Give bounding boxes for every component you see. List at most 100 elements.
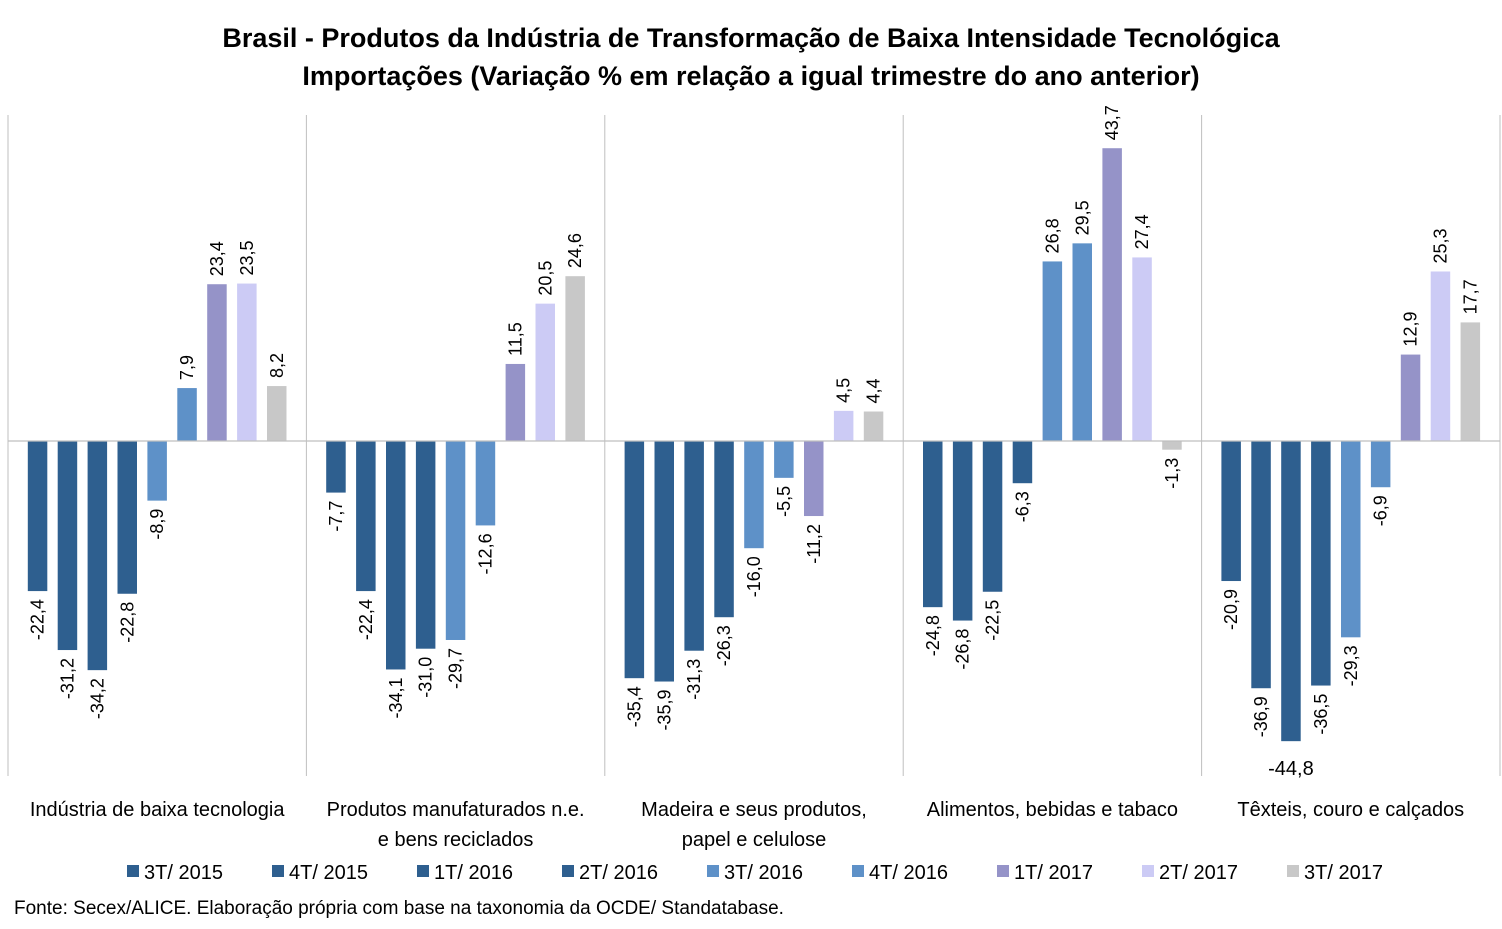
data-label: -22,4: [356, 599, 376, 640]
legend-label: 2T/ 2016: [579, 862, 658, 884]
chart-title: Brasil - Produtos da Indústria de Transf…: [222, 23, 1280, 53]
data-label: -20,9: [1221, 589, 1241, 630]
data-label: -29,7: [446, 648, 466, 689]
bar: [1072, 243, 1092, 441]
category-labels-layer: Indústria de baixa tecnologia Produtos ma…: [30, 799, 1464, 851]
legend: 3T/ 2015 4T/ 2015 1T/ 2016 2T/ 2016 3T/ 2016…: [127, 862, 1383, 884]
legend-swatch: [997, 865, 1009, 877]
data-label: 43,7: [1102, 105, 1122, 140]
bar: [1012, 441, 1033, 484]
data-label: -35,9: [654, 690, 674, 731]
legend-label: 3T/ 2017: [1304, 862, 1383, 884]
bar: [654, 441, 674, 682]
data-label: -24,8: [923, 615, 943, 656]
bar: [624, 441, 645, 679]
bars-layer: [27, 148, 1481, 742]
data-label: 7,9: [177, 355, 197, 380]
data-label: -44,8: [1268, 758, 1314, 780]
source-note: Fonte: Secex/ALICE. Elaboração própria c…: [14, 898, 784, 919]
category-label: Alimentos, bebidas e tabaco: [927, 799, 1178, 821]
bar: [87, 441, 108, 671]
bar: [1430, 271, 1451, 441]
bar: [147, 441, 167, 501]
bar: [1162, 441, 1182, 450]
legend-swatch: [852, 865, 864, 877]
chart-subtitle: Importações (Variação % em relação a igu…: [302, 61, 1199, 91]
legend-label: 4T/ 2016: [869, 862, 948, 884]
bar: [923, 441, 943, 608]
data-label: -12,6: [475, 533, 495, 574]
bar: [684, 441, 704, 651]
data-label: -16,0: [744, 556, 764, 597]
bar: [804, 441, 824, 517]
data-label: -7,7: [326, 501, 346, 532]
bar: [177, 388, 197, 441]
bar: [386, 441, 406, 670]
data-label: 27,4: [1132, 214, 1152, 249]
data-label: -1,3: [1162, 458, 1182, 489]
bar: [505, 363, 526, 441]
legend-label: 2T/ 2017: [1159, 862, 1238, 884]
bar: [1400, 354, 1421, 441]
bar: [1251, 441, 1271, 689]
legend-swatch: [707, 865, 719, 877]
data-label: 25,3: [1430, 228, 1450, 263]
bar: [27, 441, 48, 592]
bar: [207, 284, 227, 441]
legend-swatch: [127, 865, 139, 877]
bar: [774, 441, 794, 478]
bar: [952, 441, 973, 621]
category-label: e bens reciclados: [378, 829, 534, 851]
data-label: -22,8: [117, 602, 137, 643]
bar: [326, 441, 346, 493]
legend-label: 3T/ 2015: [144, 862, 223, 884]
legend-swatch: [417, 865, 429, 877]
bar: [1311, 441, 1331, 686]
bar: [475, 441, 496, 526]
data-label: 12,9: [1401, 312, 1421, 347]
bar: [535, 303, 555, 441]
bar: [267, 386, 287, 441]
legend-swatch: [1287, 865, 1299, 877]
data-label: -36,5: [1311, 694, 1331, 735]
bar: [415, 441, 436, 649]
data-label: -35,4: [624, 686, 644, 727]
data-label: -22,4: [28, 599, 48, 640]
data-label: -34,2: [87, 678, 107, 719]
bar: [714, 441, 734, 618]
bar: [565, 276, 585, 441]
bar: [833, 410, 854, 441]
category-dividers: [7, 115, 1501, 776]
data-label: 23,4: [207, 241, 227, 276]
legend-label: 3T/ 2016: [724, 862, 803, 884]
bar: [1370, 441, 1391, 488]
data-label: -31,2: [57, 658, 77, 699]
bar: [356, 441, 376, 592]
category-label: Indústria de baixa tecnologia: [30, 799, 285, 821]
bar: [57, 441, 78, 651]
bar: [1341, 441, 1361, 638]
bar: [1132, 257, 1152, 441]
bar: [1102, 148, 1122, 441]
data-label: 26,8: [1042, 218, 1062, 253]
bar: [863, 411, 884, 441]
data-label: 17,7: [1460, 279, 1480, 314]
bar: [445, 441, 466, 640]
data-label: -8,9: [147, 509, 167, 540]
data-label: 20,5: [535, 261, 555, 296]
data-label: -34,1: [386, 677, 406, 718]
data-label: -31,0: [416, 657, 436, 698]
data-label: -29,3: [1341, 645, 1361, 686]
bar: [1281, 441, 1301, 742]
data-label: -11,2: [804, 524, 824, 564]
legend-swatch: [272, 865, 284, 877]
data-label: 4,4: [864, 378, 884, 403]
data-label: 29,5: [1072, 200, 1092, 235]
bar: [1042, 261, 1063, 441]
legend-label: 1T/ 2017: [1014, 862, 1093, 884]
bar: [744, 441, 764, 549]
data-label: -5,5: [774, 486, 794, 517]
category-label: Produtos manufaturados n.e.: [327, 799, 585, 821]
